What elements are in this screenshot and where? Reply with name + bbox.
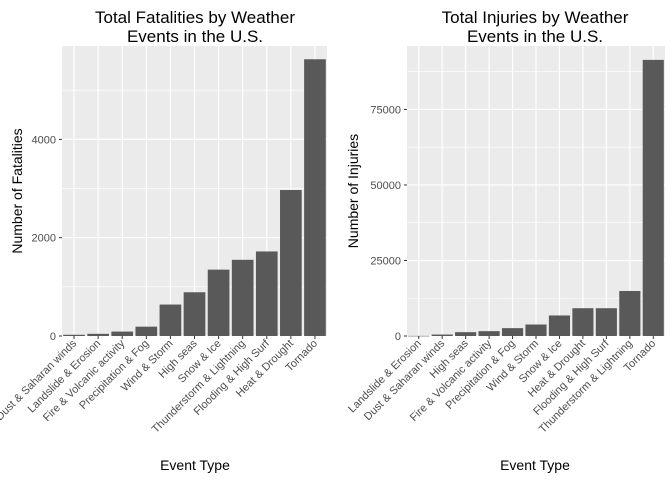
y-tick-label: 25000 bbox=[370, 255, 401, 267]
bar-0-3 bbox=[135, 326, 158, 336]
chart-title-line: Events in the U.S. bbox=[127, 27, 263, 46]
chart-title: Total Injuries by Weather Events in the U… bbox=[442, 8, 629, 46]
y-tick-label: 0 bbox=[395, 331, 401, 343]
bar-1-4 bbox=[501, 328, 524, 336]
bar-1-9 bbox=[619, 290, 641, 336]
bar-0-5 bbox=[183, 292, 206, 336]
y-axis-title: Number of Fatalities bbox=[9, 128, 25, 253]
y-tick-label: 0 bbox=[50, 331, 56, 343]
bar-0-2 bbox=[111, 331, 134, 336]
bar-0-10 bbox=[304, 59, 326, 337]
bar-1-5 bbox=[525, 324, 547, 336]
bar-0-8 bbox=[255, 251, 278, 336]
bar-1-7 bbox=[572, 308, 594, 336]
bar-0-0 bbox=[63, 334, 85, 336]
x-axis-title: Event Type bbox=[160, 457, 230, 473]
y-tick-label: 4000 bbox=[32, 134, 56, 146]
bar-0-4 bbox=[159, 304, 182, 336]
chart-title-line: Total Injuries by Weather bbox=[442, 8, 629, 27]
x-axis-title: Event Type bbox=[500, 457, 570, 473]
bar-1-6 bbox=[548, 315, 571, 336]
bar-1-8 bbox=[595, 308, 617, 336]
y-tick-label: 75000 bbox=[370, 104, 401, 116]
bar-1-10 bbox=[642, 59, 664, 336]
chart-title: Total Fatalities by Weather Events in the… bbox=[95, 8, 295, 46]
bar-1-1 bbox=[431, 334, 453, 336]
y-axis-title: Number of Injuries bbox=[345, 134, 361, 248]
y-tick-label: 2000 bbox=[32, 233, 56, 245]
bar-1-3 bbox=[478, 331, 500, 336]
bar-0-7 bbox=[231, 259, 254, 336]
y-tick-label: 50000 bbox=[370, 180, 401, 192]
bar-0-1 bbox=[87, 333, 109, 336]
bar-1-2 bbox=[455, 332, 477, 336]
bar-0-9 bbox=[280, 190, 302, 336]
chart-title-line: Events in the U.S. bbox=[467, 27, 603, 46]
bar-0-6 bbox=[207, 269, 230, 336]
chart-title-line: Total Fatalities by Weather bbox=[95, 8, 295, 27]
